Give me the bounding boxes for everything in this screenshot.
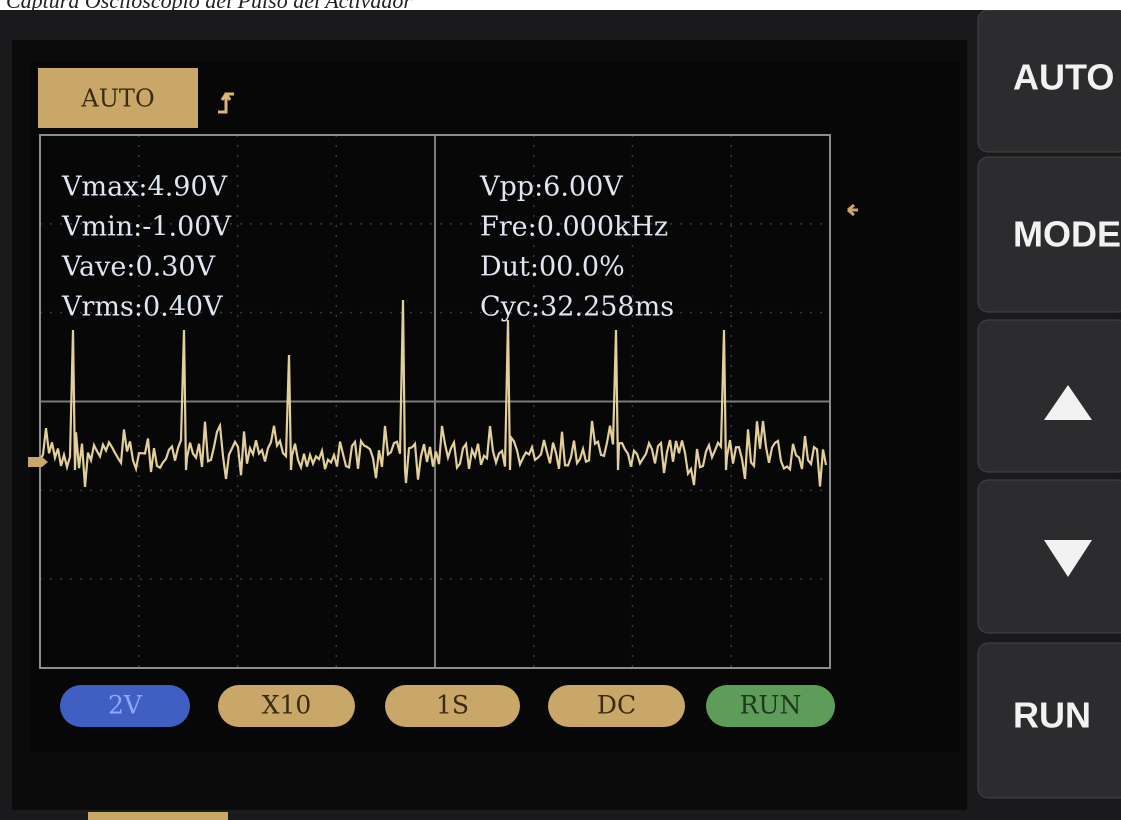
measurement: Cyc:32.258ms [480, 292, 674, 323]
status-label: X10 [262, 691, 312, 720]
status-label: 1S [436, 691, 469, 720]
status-bar: 2V X10 1S DC RUN [60, 685, 835, 727]
measurement: Fre:0.000kHz [480, 212, 668, 243]
display [30, 62, 960, 752]
button-label: MODE [1013, 214, 1121, 255]
tab-edge [88, 812, 228, 820]
measurement: Vmin:-1.00V [61, 212, 231, 243]
button[interactable] [978, 320, 1121, 472]
measurement: Vmax:4.90V [61, 172, 228, 203]
button-label: AUTO [1013, 57, 1114, 98]
page: Captura Osciloscopio del Pulso del Activ… [0, 0, 1121, 820]
scope-screen: AUTO Vmax:4.90V Vmin:-1.00V Vave:0.30V Vrms… [0, 10, 1121, 820]
measurement: Dut:00.0% [480, 252, 625, 283]
button-label: RUN [1013, 695, 1091, 736]
measurement: Vrms:0.40V [61, 292, 223, 323]
status-label: 2V [108, 691, 143, 720]
status-label: RUN [740, 691, 802, 720]
status-label: DC [597, 691, 636, 720]
mode-label: AUTO [80, 85, 154, 113]
button[interactable] [978, 480, 1121, 633]
measurement: Vave:0.30V [61, 252, 216, 283]
oscilloscope: AUTO Vmax:4.90V Vmin:-1.00V Vave:0.30V Vrms… [0, 10, 1121, 820]
measurement: Vpp:6.00V [479, 172, 623, 203]
